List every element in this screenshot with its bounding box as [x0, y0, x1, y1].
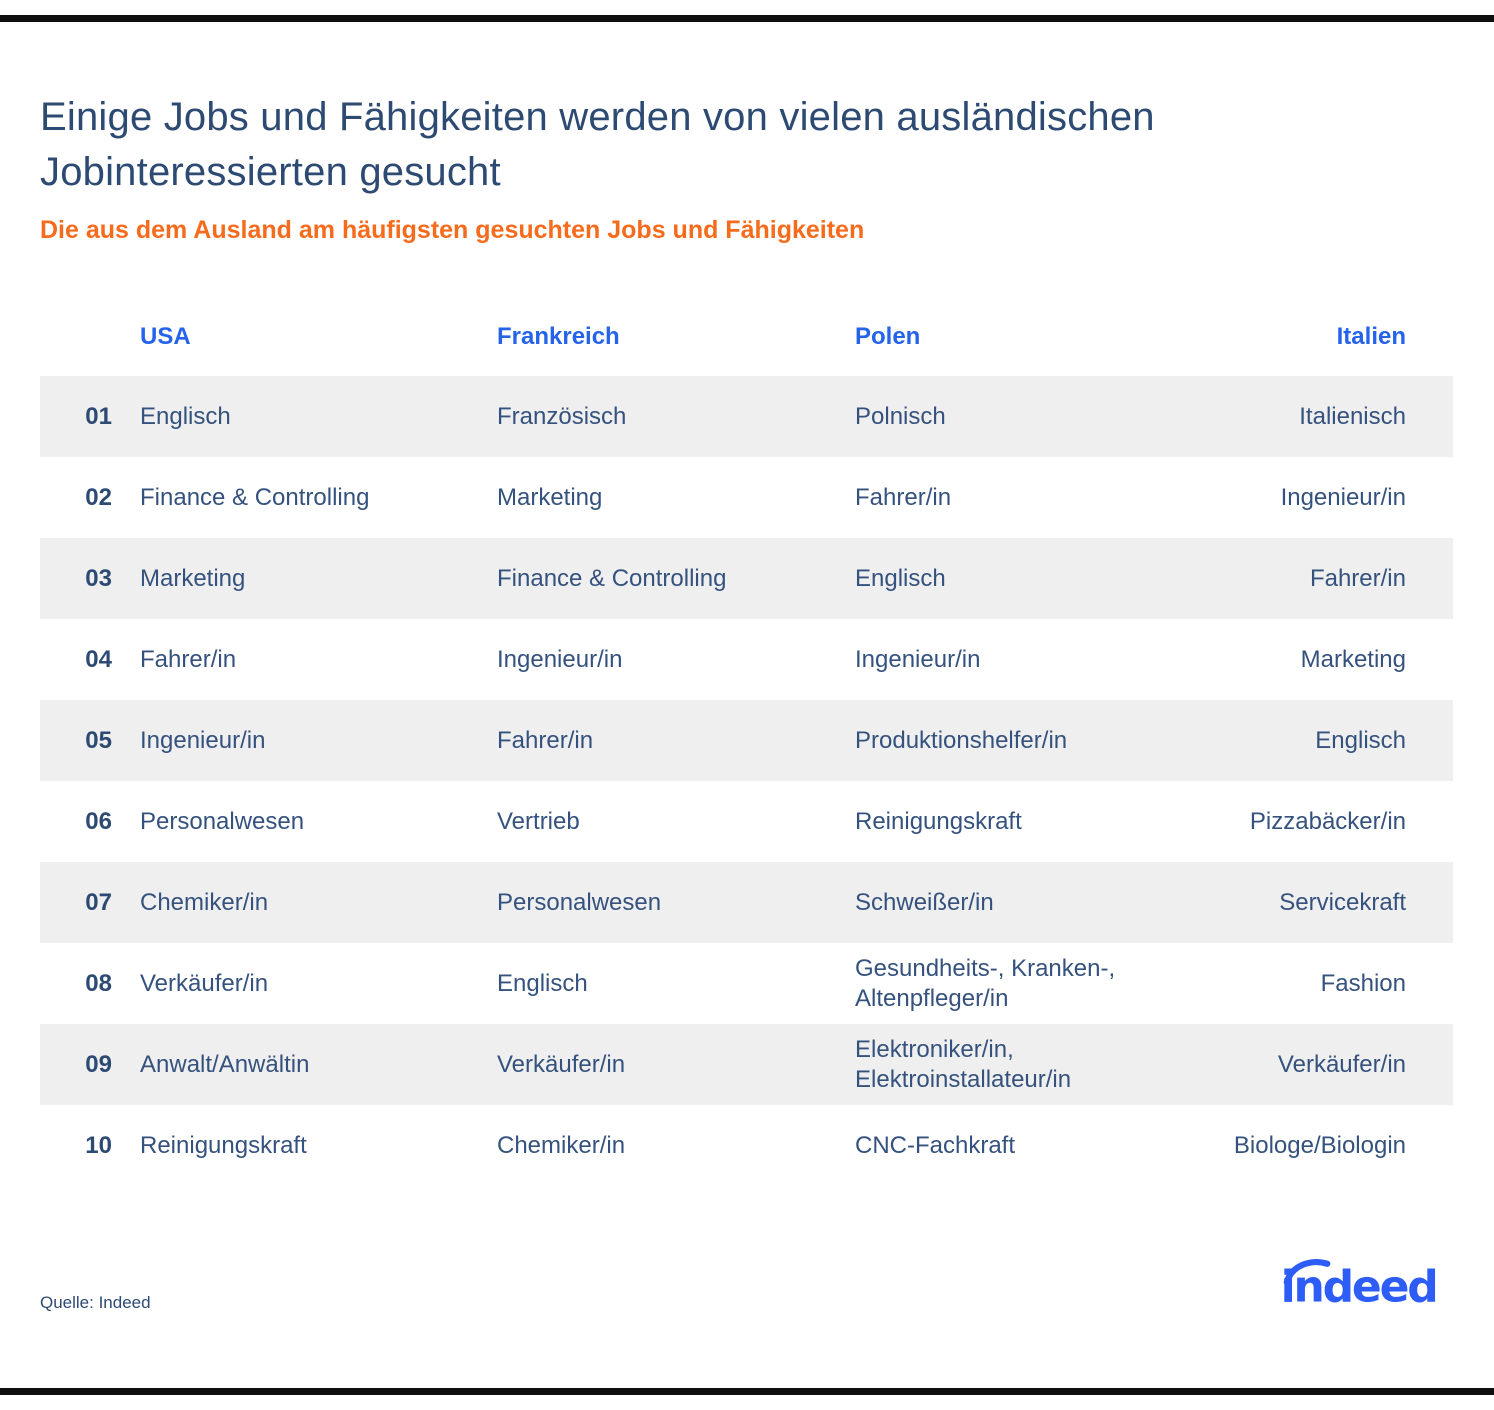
- usa-cell: Marketing: [140, 564, 246, 592]
- frankreich-cell: Ingenieur/in: [497, 645, 623, 673]
- table-header-row: USA Frankreich Polen Italien: [40, 318, 1453, 356]
- frankreich-cell: Verkäufer/in: [497, 1050, 626, 1078]
- table-row: 04 Fahrer/in Ingenieur/in Ingenieur/in M…: [40, 619, 1453, 700]
- frankreich-cell: Chemiker/in: [497, 1131, 626, 1159]
- usa-cell: Englisch: [140, 402, 231, 430]
- column-header-frankreich: Frankreich: [497, 323, 620, 350]
- top-frame-bar: [0, 15, 1494, 22]
- italien-cell: Italienisch: [1299, 402, 1406, 430]
- source-label: Quelle: Indeed: [40, 1293, 151, 1312]
- frankreich-cell: Fahrer/in: [497, 726, 594, 754]
- italien-cell: Biologe/Biologin: [1233, 1131, 1406, 1159]
- table-row: 05 Ingenieur/in Fahrer/in Produktionshel…: [40, 700, 1453, 781]
- frankreich-cell: Französisch: [497, 402, 627, 430]
- italien-cell: Fashion: [1320, 969, 1406, 997]
- polen-cell: Produktionshelfer/in: [855, 726, 1068, 754]
- rank-cell: 05: [85, 726, 112, 754]
- indeed-logo-swoosh-icon: [1283, 1259, 1331, 1286]
- italien-cell: Pizzabäcker/in: [1249, 807, 1406, 835]
- column-header-usa: USA: [140, 323, 191, 350]
- frankreich-cell: Personalwesen: [497, 888, 662, 916]
- table-row: 06 Personalwesen Vertrieb Reinigungskraf…: [40, 781, 1453, 862]
- polen-cell: Schweißer/in: [855, 888, 994, 916]
- rank-cell: 06: [85, 807, 112, 835]
- italien-cell: Englisch: [1315, 726, 1406, 754]
- rank-cell: 03: [85, 564, 112, 592]
- table-row: 08 Verkäufer/in Englisch Gesundheits-, K…: [40, 943, 1453, 1024]
- frankreich-cell: Vertrieb: [497, 807, 580, 835]
- rank-cell: 09: [85, 1050, 112, 1078]
- italien-cell: Fahrer/in: [1309, 564, 1406, 592]
- rank-cell: 04: [85, 645, 112, 673]
- page-title: Einige Jobs und Fähigkeiten werden von v…: [40, 95, 1155, 194]
- polen-cell: Reinigungskraft: [855, 807, 1022, 835]
- polen-cell: Ingenieur/in: [855, 645, 981, 673]
- usa-cell: Anwalt/Anwältin: [140, 1050, 310, 1078]
- page-subtitle: Die aus dem Ausland am häufigsten gesuch…: [40, 216, 865, 244]
- column-header-polen: Polen: [855, 323, 921, 350]
- usa-cell: Fahrer/in: [140, 645, 237, 673]
- indeed-logo: indeed: [1281, 1259, 1439, 1313]
- table-row: 09 Anwalt/Anwältin Verkäufer/in Elektron…: [40, 1024, 1453, 1105]
- polen-cell: Fahrer/in: [855, 483, 952, 511]
- table-row: 10 Reinigungskraft Chemiker/in CNC-Fachk…: [40, 1105, 1453, 1186]
- table-row: 01 Englisch Französisch Polnisch Italien…: [40, 376, 1453, 457]
- rank-cell: 08: [85, 969, 112, 997]
- frankreich-cell: Englisch: [497, 969, 588, 997]
- usa-cell: Reinigungskraft: [140, 1131, 307, 1159]
- bottom-frame-bar: [0, 1388, 1494, 1395]
- polen-cell: Elektroniker/in, Elektroinstallateur/in: [855, 1035, 1072, 1093]
- table-row: 02 Finance & Controlling Marketing Fahre…: [40, 457, 1453, 538]
- rank-cell: 02: [85, 483, 112, 511]
- usa-cell: Verkäufer/in: [140, 969, 269, 997]
- rank-cell: 07: [85, 888, 112, 916]
- indeed-logo-text: indeed: [1281, 1262, 1437, 1313]
- polen-cell: Englisch: [855, 564, 946, 592]
- italien-cell: Marketing: [1300, 645, 1406, 673]
- italien-cell: Servicekraft: [1279, 888, 1406, 916]
- usa-cell: Personalwesen: [140, 807, 305, 835]
- frankreich-cell: Finance & Controlling: [497, 564, 727, 592]
- column-header-italien: Italien: [1336, 323, 1406, 350]
- rank-cell: 01: [85, 402, 112, 430]
- usa-cell: Finance & Controlling: [140, 483, 370, 511]
- table-row: 03 Marketing Finance & Controlling Engli…: [40, 538, 1453, 619]
- italien-cell: Verkäufer/in: [1277, 1050, 1406, 1078]
- italien-cell: Ingenieur/in: [1280, 483, 1406, 511]
- frankreich-cell: Marketing: [497, 483, 603, 511]
- polen-cell: Gesundheits-, Kranken-, Altenpfleger/in: [855, 954, 1116, 1012]
- rank-cell: 10: [85, 1131, 112, 1159]
- table-row: 07 Chemiker/in Personalwesen Schweißer/i…: [40, 862, 1453, 943]
- usa-cell: Chemiker/in: [140, 888, 269, 916]
- polen-cell: CNC-Fachkraft: [855, 1131, 1016, 1159]
- polen-cell: Polnisch: [855, 402, 946, 430]
- usa-cell: Ingenieur/in: [140, 726, 266, 754]
